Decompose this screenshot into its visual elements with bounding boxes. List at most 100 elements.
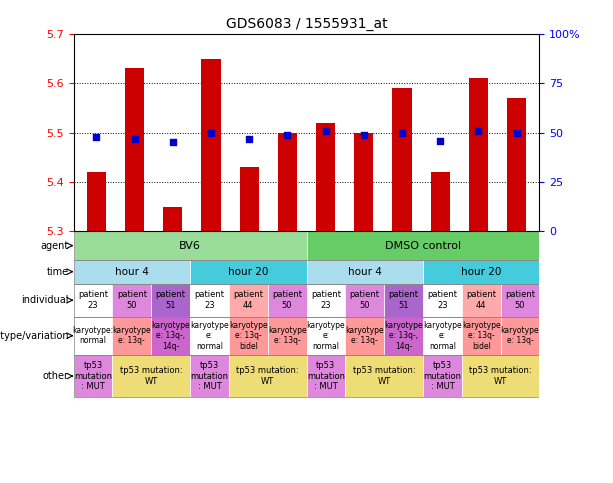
Text: patient
50: patient 50 [117, 290, 147, 310]
Bar [384, 317, 423, 355]
Bar [306, 231, 539, 260]
Text: karyotype
e:
normal: karyotype e: normal [423, 321, 462, 351]
Text: karyotype
e: 13q-: karyotype e: 13q- [268, 326, 306, 345]
Bar [501, 317, 539, 355]
Bar [345, 355, 423, 398]
Bar [354, 133, 373, 231]
Bar [423, 284, 462, 317]
Bar [190, 284, 229, 317]
Text: hour 4: hour 4 [115, 267, 149, 277]
Bar [87, 172, 106, 231]
Bar [423, 355, 462, 398]
Text: karyotype
e: 13q-,
14q-: karyotype e: 13q-, 14q- [384, 321, 423, 351]
Text: tp53
mutation
: MUT: tp53 mutation : MUT [307, 361, 345, 391]
Text: tp53 mutation:
WT: tp53 mutation: WT [353, 366, 416, 386]
Text: BV6: BV6 [179, 241, 201, 251]
Bar [430, 172, 450, 231]
Bar [112, 355, 190, 398]
Text: patient
50: patient 50 [272, 290, 302, 310]
Bar [268, 317, 306, 355]
Bar [74, 260, 539, 284]
Bar [190, 355, 229, 398]
Bar [392, 88, 411, 231]
Bar [268, 284, 306, 317]
Text: patient
51: patient 51 [389, 290, 419, 310]
Point [245, 135, 254, 142]
Text: tp53
mutation
: MUT: tp53 mutation : MUT [191, 361, 229, 391]
Bar [501, 284, 539, 317]
Text: tp53
mutation
: MUT: tp53 mutation : MUT [424, 361, 462, 391]
Text: patient
23: patient 23 [78, 290, 108, 310]
Point [168, 139, 178, 146]
Text: patient
44: patient 44 [466, 290, 496, 310]
Text: DMSO control: DMSO control [385, 241, 461, 251]
Title: GDS6083 / 1555931_at: GDS6083 / 1555931_at [226, 17, 387, 31]
Bar [163, 207, 183, 231]
Text: time: time [47, 267, 69, 277]
Bar [190, 260, 306, 284]
Text: karyotype
e: 13q-
bidel: karyotype e: 13q- bidel [229, 321, 268, 351]
Text: hour 4: hour 4 [348, 267, 382, 277]
Text: patient
50: patient 50 [350, 290, 379, 310]
Text: tp53 mutation:
WT: tp53 mutation: WT [470, 366, 532, 386]
Bar [507, 98, 526, 231]
Bar [306, 284, 345, 317]
Bar [202, 58, 221, 231]
Point [283, 131, 292, 139]
Bar [112, 284, 151, 317]
Text: individual: individual [21, 295, 69, 305]
Text: other: other [43, 371, 69, 381]
Text: karyotype
e:
normal: karyotype e: normal [190, 321, 229, 351]
Text: karyotype:
normal: karyotype: normal [72, 326, 113, 345]
Text: patient
51: patient 51 [156, 290, 186, 310]
Text: patient
23: patient 23 [311, 290, 341, 310]
Text: tp53 mutation:
WT: tp53 mutation: WT [237, 366, 299, 386]
Bar [462, 284, 501, 317]
Bar [240, 167, 259, 231]
Point [206, 129, 216, 137]
Bar [316, 123, 335, 231]
Bar [345, 284, 384, 317]
Bar [423, 317, 462, 355]
Text: patient
50: patient 50 [505, 290, 535, 310]
Bar [190, 317, 229, 355]
Bar [306, 355, 345, 398]
Bar [74, 260, 190, 284]
Bar [74, 317, 112, 355]
Bar [74, 231, 539, 260]
Text: patient
23: patient 23 [194, 290, 224, 310]
Bar [306, 260, 423, 284]
Bar [112, 317, 151, 355]
Point [130, 135, 140, 142]
Point [397, 129, 407, 137]
Point [473, 127, 483, 134]
Bar [74, 317, 539, 355]
Text: karyotype
e: 13q-
bidel: karyotype e: 13q- bidel [462, 321, 501, 351]
Bar [462, 355, 539, 398]
Point [435, 137, 445, 144]
Text: genotype/variation: genotype/variation [0, 331, 69, 341]
Text: hour 20: hour 20 [461, 267, 501, 277]
Bar [306, 317, 345, 355]
Bar [384, 284, 423, 317]
Point [359, 131, 368, 139]
Text: karyotype
e: 13q-: karyotype e: 13q- [112, 326, 151, 345]
Text: agent: agent [40, 241, 69, 251]
Bar [125, 69, 144, 231]
Point [321, 127, 330, 134]
Bar [229, 317, 268, 355]
Bar [74, 231, 306, 260]
Text: karyotype
e: 13q-: karyotype e: 13q- [345, 326, 384, 345]
Bar [151, 317, 190, 355]
Bar [469, 78, 488, 231]
Point [512, 129, 522, 137]
Bar [74, 284, 112, 317]
Bar [423, 260, 539, 284]
Text: patient
23: patient 23 [427, 290, 457, 310]
Bar [74, 355, 112, 398]
Bar [462, 317, 501, 355]
Text: karyotype
e: 13q-: karyotype e: 13q- [501, 326, 539, 345]
Point [91, 133, 101, 141]
Text: patient
44: patient 44 [234, 290, 263, 310]
Bar [74, 355, 539, 398]
